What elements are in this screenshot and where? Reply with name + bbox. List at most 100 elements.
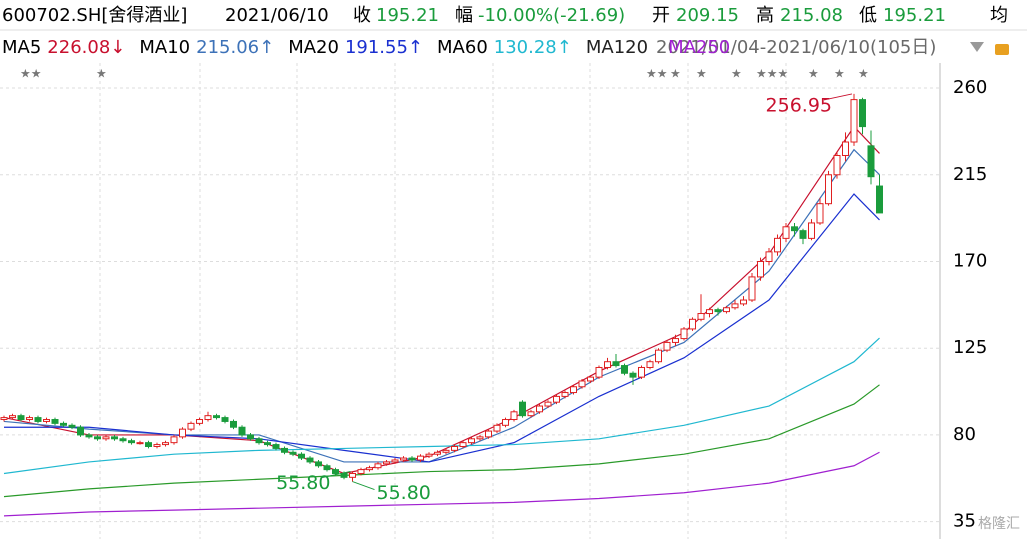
candle-body <box>672 338 679 343</box>
candle-body <box>43 419 50 422</box>
candle-body <box>485 430 492 438</box>
candle-body <box>374 463 382 469</box>
legend-value: 215.06↑ <box>196 37 274 58</box>
candle-body <box>587 376 594 382</box>
svg-text:★★★: ★★★ <box>756 67 788 81</box>
value: 195.21 <box>376 5 439 26</box>
label: 收 <box>353 5 371 26</box>
candle-body <box>349 472 356 478</box>
candle-body <box>230 420 237 428</box>
candle-body <box>0 417 8 421</box>
candle-body <box>128 440 135 444</box>
legend-value: 130.28↑ <box>494 37 572 58</box>
candle-body <box>816 203 824 224</box>
candle-body <box>876 185 883 214</box>
candle-body <box>187 422 195 430</box>
candle-body <box>638 366 645 378</box>
candle-body <box>196 419 203 424</box>
candle-body <box>791 226 798 232</box>
candle-body <box>77 426 84 436</box>
vertical-grid <box>99 63 787 539</box>
candle-body <box>357 469 365 474</box>
ma-line <box>3 337 880 475</box>
candle-body <box>179 428 186 438</box>
candle-body <box>26 417 33 421</box>
candle-body <box>111 436 118 440</box>
lock-icon[interactable] <box>995 44 1009 55</box>
candle-body <box>527 411 535 417</box>
candle-body <box>731 303 739 309</box>
label: 低 <box>859 5 877 26</box>
candle-body <box>748 276 756 301</box>
candle-body <box>655 349 662 363</box>
candle-body <box>281 447 288 453</box>
label: 高 <box>756 5 774 26</box>
value: -10.00%(-21.69) <box>478 5 625 26</box>
legend-name: MA60 <box>437 37 488 58</box>
candle-body <box>689 318 696 330</box>
candle-body <box>323 465 331 471</box>
candle-body <box>417 455 424 461</box>
candle-body <box>510 411 518 421</box>
candle-body <box>306 457 314 463</box>
candle-body <box>578 380 586 388</box>
candle-body <box>723 307 730 313</box>
candle-body <box>697 313 705 320</box>
candle-body <box>782 226 790 239</box>
candle-body <box>859 99 866 128</box>
candle-body <box>553 395 560 403</box>
svg-text:★: ★ <box>696 67 707 81</box>
candle-body <box>459 442 467 447</box>
candle-body <box>85 434 93 438</box>
candle-body <box>400 457 407 461</box>
value: 209.15 <box>676 5 739 26</box>
legend-name: MA10 <box>139 37 190 58</box>
candle-body <box>221 417 229 422</box>
candle-body <box>162 442 169 446</box>
candle-body <box>825 174 832 205</box>
annotation-arrow <box>352 481 375 491</box>
annotation-arrow <box>322 471 351 479</box>
y-tick-label: 35 <box>953 511 976 532</box>
legend-name: MA250 <box>668 37 730 58</box>
candle-body <box>238 426 246 436</box>
candle-body <box>604 361 611 368</box>
candle-body <box>799 230 807 239</box>
svg-text:★★: ★★ <box>646 67 668 81</box>
candle-body <box>213 415 220 419</box>
value: 195.21 <box>883 5 946 26</box>
candle-body <box>60 422 67 426</box>
candle-body <box>536 405 543 413</box>
candle-body <box>663 341 671 351</box>
candle-body <box>153 444 161 447</box>
event-stars: ★★ ★ ★★ ★ ★ ★ ★★★ ★ ★ ★ <box>20 67 869 81</box>
date: 2021/06/10 <box>225 5 329 26</box>
candle-body <box>425 453 433 457</box>
ma-line <box>3 148 880 463</box>
dropdown-icon[interactable] <box>970 42 984 52</box>
candle-body <box>247 434 254 440</box>
svg-text:★: ★ <box>808 67 819 81</box>
label: 幅 <box>455 5 473 26</box>
y-tick-label: 260 <box>953 77 987 98</box>
legend-name: MA5 <box>2 37 41 58</box>
ma-line <box>3 125 880 475</box>
watermark: 格隆汇 <box>978 516 1020 532</box>
y-tick-label: 80 <box>953 424 976 445</box>
candle-body <box>714 309 722 313</box>
svg-text:★: ★ <box>834 67 845 81</box>
candle-body <box>408 457 416 461</box>
ma-line <box>4 193 880 463</box>
annotation-arrow <box>823 93 853 101</box>
candle-body <box>298 453 305 459</box>
label: 开 <box>652 5 670 26</box>
candle-body <box>740 299 747 305</box>
annotation: 55.80 <box>276 472 330 494</box>
candle-body <box>595 366 603 378</box>
svg-text:★: ★ <box>858 67 869 81</box>
candle-body <box>612 361 620 367</box>
candle-body <box>340 472 348 478</box>
candle-body <box>842 141 849 157</box>
